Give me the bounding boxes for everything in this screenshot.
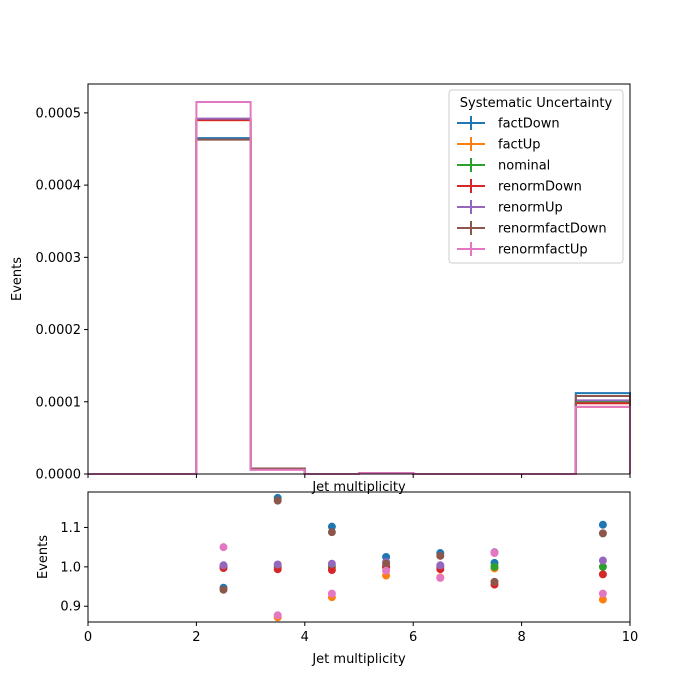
y-tick-label: 0.0000 [36, 468, 82, 483]
data-point-renormUp [219, 561, 228, 570]
data-point-renormUp [598, 556, 607, 565]
legend-item-renormUp: renormUp [457, 200, 563, 216]
y-tick-label: 0.9 [60, 600, 81, 615]
legend-label: nominal [498, 159, 550, 174]
legend: Systematic Uncertainty factDown factUp nomi… [448, 89, 624, 264]
legend-label: renormDown [498, 180, 582, 195]
x-tick-label: 10 [622, 630, 639, 645]
y-tick-label: 0.0001 [36, 395, 82, 410]
legend-box [448, 89, 624, 264]
y-tick-label: 1.1 [60, 521, 81, 536]
data-point-factUp [598, 595, 607, 604]
y-tick-label: 1.0 [60, 560, 81, 575]
x-axis-label: Jet multiplicity [311, 480, 406, 495]
data-point-factDown [327, 522, 336, 531]
plot-area [219, 493, 607, 622]
top-panel: 0.0000 0.0001 0.0002 0.0003 0.0004 0.0005 Jet … [10, 83, 631, 495]
data-point-renormfactDown [598, 529, 607, 538]
legend-label: renormfactDown [498, 222, 607, 237]
legend-item-factUp: factUp [457, 137, 541, 153]
data-point-renormfactDown [327, 528, 336, 537]
series-renormfactUp [219, 543, 607, 620]
y-tick-label: 0.0005 [36, 106, 82, 121]
data-point-renormfactDown [490, 577, 499, 586]
data-point-renormfactUp [436, 573, 445, 582]
legend-label: renormUp [498, 201, 563, 216]
ratio-panel: 0 2 4 6 8 10 0.9 1.0 1.1 Jet multiplicity Events [36, 491, 639, 667]
y-tick-label: 0.0002 [36, 323, 82, 338]
data-point-renormfactDown [382, 559, 391, 568]
data-point-nominal [490, 562, 499, 571]
data-point-renormfactDown [273, 496, 282, 505]
legend-title: Systematic Uncertainty [460, 96, 613, 111]
y-tick-label: 0.0003 [36, 251, 82, 266]
series-renormUp [219, 548, 607, 570]
x-tick-label: 2 [192, 630, 200, 645]
y-axis-label: Events [10, 257, 25, 301]
data-point-renormDown [327, 566, 336, 574]
data-point-renormUp [273, 560, 282, 569]
y-axis-label: Events [36, 535, 51, 579]
y-tick-label: 0.0004 [36, 179, 82, 194]
data-point-renormfactUp [598, 589, 607, 598]
data-point-renormfactUp [219, 543, 228, 552]
data-point-renormfactUp [382, 566, 391, 575]
legend-item-nominal: nominal [457, 158, 550, 174]
data-point-renormUp [327, 559, 336, 568]
axes-frame [87, 491, 631, 623]
x-tick-label: 0 [84, 630, 92, 645]
legend-label: factDown [498, 117, 560, 132]
legend-item-renormDown: renormDown [457, 179, 582, 195]
x-tick-label: 6 [409, 630, 417, 645]
legend-item-renormfactDown: renormfactDown [457, 221, 607, 237]
data-point-renormDown [598, 570, 607, 579]
legend-item-renormfactUp: renormfactUp [457, 242, 588, 258]
legend-item-factDown: factDown [457, 116, 560, 132]
data-point-renormUp [436, 561, 445, 570]
data-point-renormfactDown [219, 585, 228, 594]
x-axis-label: Jet multiplicity [311, 652, 406, 667]
data-point-factDown [598, 520, 607, 529]
legend-label: factUp [498, 138, 541, 153]
series-renormfactDown [219, 496, 607, 594]
legend-label: renormfactUp [498, 243, 588, 258]
data-point-nominal [598, 562, 607, 571]
data-point-renormfactUp [327, 589, 336, 598]
x-tick-label: 8 [517, 630, 525, 645]
data-point-renormfactUp [273, 611, 282, 620]
axes-frame [87, 83, 631, 475]
x-tick-label: 4 [301, 630, 309, 645]
data-point-renormfactDown [436, 551, 445, 560]
data-point-renormfactUp [490, 549, 499, 558]
series-factDown [219, 493, 607, 592]
